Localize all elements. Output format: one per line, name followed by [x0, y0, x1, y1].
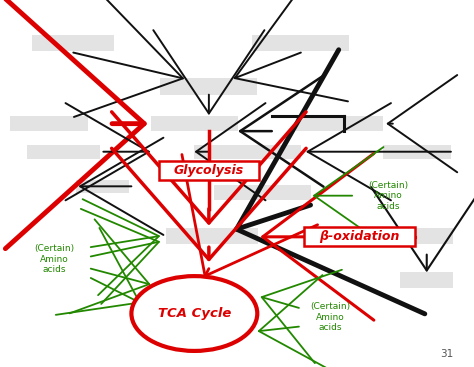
FancyBboxPatch shape: [383, 145, 451, 159]
FancyBboxPatch shape: [166, 228, 258, 244]
FancyBboxPatch shape: [158, 161, 259, 180]
Ellipse shape: [131, 276, 257, 351]
FancyBboxPatch shape: [400, 228, 453, 244]
Text: 31: 31: [441, 349, 454, 359]
FancyBboxPatch shape: [32, 35, 114, 51]
FancyBboxPatch shape: [27, 145, 100, 159]
Text: (Certain)
Amino
acids: (Certain) Amino acids: [34, 244, 74, 274]
FancyBboxPatch shape: [151, 116, 238, 131]
Text: (Certain)
Amino
acids: (Certain) Amino acids: [310, 302, 350, 332]
Text: TCA Cycle: TCA Cycle: [158, 307, 231, 320]
FancyBboxPatch shape: [253, 35, 349, 51]
FancyBboxPatch shape: [10, 116, 88, 131]
Text: β-oxidation: β-oxidation: [319, 230, 399, 243]
FancyBboxPatch shape: [76, 180, 129, 193]
FancyBboxPatch shape: [194, 145, 301, 159]
Text: Glycolysis: Glycolysis: [174, 164, 244, 177]
FancyBboxPatch shape: [400, 272, 453, 288]
FancyBboxPatch shape: [296, 116, 383, 131]
FancyBboxPatch shape: [304, 228, 415, 246]
FancyBboxPatch shape: [161, 78, 257, 95]
FancyBboxPatch shape: [214, 185, 310, 200]
Text: (Certain)
Amino
acids: (Certain) Amino acids: [368, 181, 408, 211]
